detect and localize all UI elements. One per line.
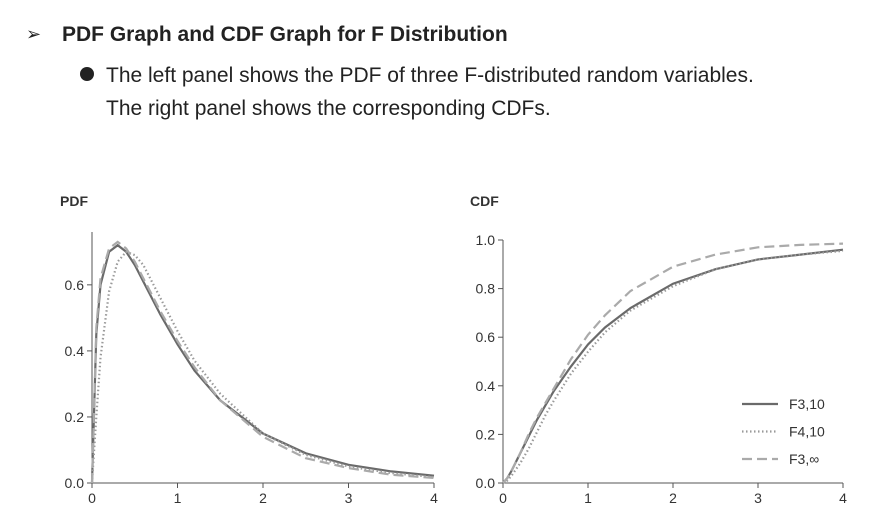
bullet-line: The right panel shows the corresponding … bbox=[106, 97, 551, 120]
y-tick-label: 0.2 bbox=[476, 426, 496, 442]
bullet-line: The left panel shows the PDF of three F-… bbox=[106, 64, 754, 87]
chart-title: CDF bbox=[470, 193, 499, 209]
series-line bbox=[502, 249, 844, 484]
x-tick-label: 1 bbox=[584, 490, 592, 506]
x-tick-label: 2 bbox=[259, 490, 267, 506]
chart: PDF 0.0 0.2 0.4 0.6 0 1 2 3 4 bbox=[60, 193, 438, 506]
arrow-icon: ➢ bbox=[26, 24, 41, 44]
heading: PDF Graph and CDF Graph for F Distributi… bbox=[62, 23, 508, 46]
x-tick-label: 3 bbox=[754, 490, 762, 506]
y-tick-label: 0.4 bbox=[476, 378, 496, 394]
chart: CDF 0.0 0.2 0.4 0.6 0.8 1.0 0 1 2 3 4 F3,10 F4,10 F3,∞ bbox=[470, 193, 847, 506]
x-tick-label: 0 bbox=[88, 490, 96, 506]
legend-label: F3,10 bbox=[789, 396, 825, 412]
bullet-dot bbox=[80, 67, 94, 81]
series-line bbox=[502, 248, 844, 484]
x-tick-label: 4 bbox=[839, 490, 847, 506]
legend-label: F3,∞ bbox=[789, 451, 819, 467]
series-line bbox=[90, 240, 435, 484]
y-tick-label: 0.8 bbox=[476, 281, 496, 297]
y-tick-label: 0.4 bbox=[65, 343, 85, 359]
chart-title: PDF bbox=[60, 193, 88, 209]
y-tick-label: 0.6 bbox=[476, 329, 496, 345]
x-tick-label: 4 bbox=[430, 490, 438, 506]
y-tick-label: 0.2 bbox=[65, 409, 85, 425]
series-line bbox=[90, 243, 435, 484]
series-line bbox=[90, 250, 435, 484]
legend-label: F4,10 bbox=[789, 424, 825, 440]
x-tick-label: 0 bbox=[499, 490, 507, 506]
x-tick-label: 1 bbox=[174, 490, 182, 506]
y-tick-label: 1.0 bbox=[476, 232, 496, 248]
x-tick-label: 2 bbox=[669, 490, 677, 506]
y-tick-label: 0.6 bbox=[65, 277, 85, 293]
y-tick-label: 0.0 bbox=[476, 475, 496, 491]
y-tick-label: 0.0 bbox=[65, 475, 85, 491]
x-tick-label: 3 bbox=[345, 490, 353, 506]
series-line bbox=[502, 242, 844, 484]
